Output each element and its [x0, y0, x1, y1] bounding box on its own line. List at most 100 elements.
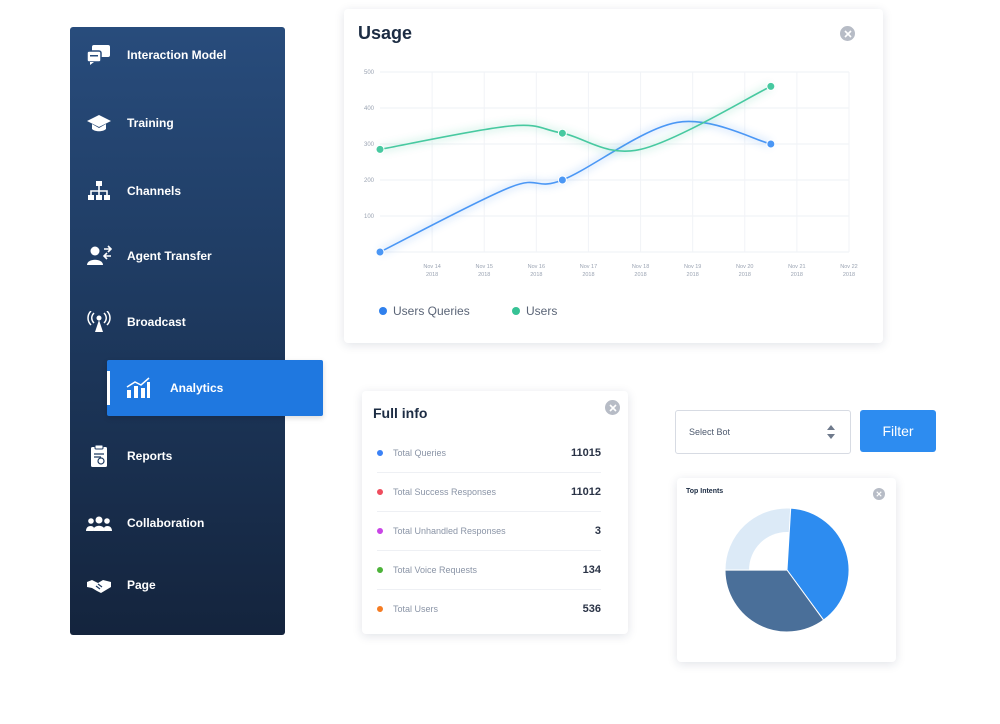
sidebar-item-reports[interactable]: Reports: [70, 436, 172, 476]
close-full-info-button[interactable]: [605, 400, 620, 415]
clipboard-icon: [85, 444, 113, 468]
sidebar-item-analytics[interactable]: Analytics: [107, 360, 323, 416]
sidebar-item-label: Training: [127, 116, 174, 130]
info-label: Total Voice Requests: [393, 564, 478, 575]
info-row-total-success-responses: Total Success Responses 11012: [377, 472, 601, 512]
handshake-icon: [85, 573, 113, 597]
info-row-total-voice-requests: Total Voice Requests 134: [377, 550, 601, 590]
usage-line-chart: 500 400 300 200 100 Nov 14 2018 Nov 15 2018 Nov 1…: [364, 70, 858, 278]
group-icon: [85, 511, 113, 535]
x-tick-year: 2018: [426, 272, 438, 278]
x-tick-year: 2018: [634, 272, 646, 278]
sidebar-item-label: Interaction Model: [127, 48, 227, 62]
info-value: 134: [582, 563, 601, 576]
y-tick-label: 200: [364, 178, 375, 184]
x-tick-label: Nov 14: [423, 264, 440, 270]
info-label: Total Unhandled Responses: [393, 525, 506, 536]
data-point-users-queries: [375, 247, 385, 257]
legend-swatch: [512, 307, 520, 315]
x-tick-label: Nov 16: [528, 264, 545, 270]
bar-chart-icon: [124, 376, 152, 400]
sidebar: Interaction Model Training Channels Agen…: [70, 27, 285, 635]
sidebar-item-label: Channels: [127, 184, 182, 198]
x-tick-label: Nov 15: [476, 264, 493, 270]
x-tick-year: 2018: [791, 272, 803, 278]
info-value: 536: [582, 602, 601, 615]
x-tick-year: 2018: [843, 272, 855, 278]
sort-arrows-icon: [826, 424, 836, 440]
graduation-cap-icon: [85, 111, 113, 135]
usage-card: Usage 500 400 300 200 100 Nov 14 2018 Nov 15 201…: [344, 9, 883, 343]
info-label: Total Success Responses: [393, 486, 497, 497]
bullet-dot: [377, 566, 383, 573]
legend-item-users-queries: Users Queries: [379, 304, 470, 318]
legend-label: Users: [526, 304, 558, 318]
sidebar-item-label: Agent Transfer: [127, 249, 212, 263]
sidebar-item-interaction-model[interactable]: Interaction Model: [70, 35, 226, 75]
info-label: Total Queries: [393, 447, 447, 458]
x-tick-label: Nov 18: [632, 264, 649, 270]
sidebar-item-label: Analytics: [170, 381, 224, 395]
x-tick-label: Nov 21: [788, 264, 805, 270]
full-info-card: Full info Total Queries 11015 Total Succ…: [362, 391, 628, 634]
active-indicator: [107, 371, 110, 405]
sidebar-item-broadcast[interactable]: Broadcast: [70, 302, 186, 342]
sidebar-item-label: Page: [127, 578, 156, 592]
select-bot-dropdown[interactable]: Select Bot: [675, 410, 851, 454]
bullet-dot: [377, 488, 383, 495]
usage-title: Usage: [358, 23, 413, 43]
data-point-users: [766, 81, 776, 91]
legend-label: Users Queries: [393, 304, 470, 318]
select-bot-value: Select Bot: [689, 427, 731, 437]
hierarchy-icon: [85, 179, 113, 203]
top-intents-title: Top Intents: [686, 488, 724, 495]
bullet-dot: [377, 605, 383, 612]
data-point-users: [375, 144, 385, 154]
data-point-users: [557, 128, 567, 138]
info-row-total-queries: Total Queries 11015: [377, 433, 601, 473]
x-tick-label: Nov 22: [840, 264, 857, 270]
sidebar-item-label: Collaboration: [127, 516, 205, 530]
close-icon: [876, 491, 882, 497]
full-info-title: Full info: [373, 405, 428, 421]
x-tick-year: 2018: [687, 272, 699, 278]
sidebar-item-collaboration[interactable]: Collaboration: [70, 503, 204, 543]
info-value: 11015: [571, 446, 601, 459]
info-value: 3: [594, 524, 601, 537]
data-point-users-queries: [766, 139, 776, 149]
sidebar-item-agent-transfer[interactable]: Agent Transfer: [70, 236, 212, 276]
bullet-dot: [377, 527, 383, 534]
close-icon: [608, 403, 617, 412]
legend-item-users: Users: [512, 304, 557, 318]
filter-button[interactable]: Filter: [860, 410, 936, 452]
pie-slice-overlay-1: [786, 507, 850, 621]
info-row-total-unhandled-responses: Total Unhandled Responses 3: [377, 511, 601, 551]
sidebar-item-channels[interactable]: Channels: [70, 171, 181, 211]
x-tick-year: 2018: [582, 272, 594, 278]
bullet-dot: [377, 449, 383, 456]
x-tick-label: Nov 20: [736, 264, 753, 270]
top-intents-pie-chart: [724, 507, 850, 633]
close-top-intents-button[interactable]: [873, 488, 885, 500]
y-tick-label: 500: [364, 70, 375, 76]
top-intents-card: Top Intents: [677, 478, 896, 662]
sidebar-item-label: Broadcast: [127, 315, 186, 329]
x-tick-label: Nov 17: [580, 264, 597, 270]
pie-slice-overlay-2: [724, 569, 825, 633]
x-tick-year: 2018: [739, 272, 751, 278]
info-value: 11012: [571, 485, 601, 498]
agent-transfer-icon: [85, 244, 113, 268]
y-tick-label: 100: [364, 214, 375, 220]
sidebar-item-page[interactable]: Page: [70, 565, 156, 605]
data-point-users-queries: [557, 175, 567, 185]
x-tick-year: 2018: [530, 272, 542, 278]
sidebar-item-label: Reports: [127, 449, 173, 463]
info-label: Total Users: [393, 603, 439, 614]
close-usage-button[interactable]: [840, 26, 855, 41]
sidebar-item-training[interactable]: Training: [70, 103, 174, 143]
x-tick-label: Nov 19: [684, 264, 701, 270]
y-tick-label: 400: [364, 106, 375, 112]
x-tick-year: 2018: [478, 272, 490, 278]
info-row-total-users: Total Users 536: [377, 589, 601, 628]
y-tick-label: 300: [364, 142, 375, 148]
